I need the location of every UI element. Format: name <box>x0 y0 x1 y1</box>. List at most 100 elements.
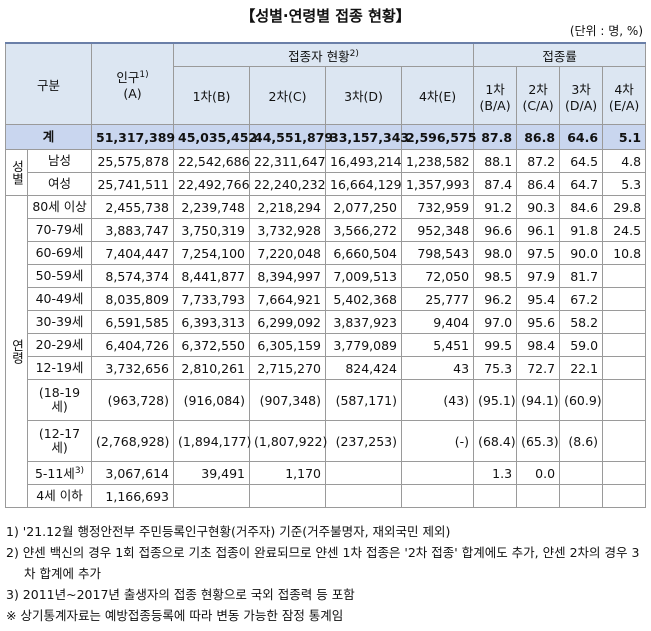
table-cell: 72.7 <box>516 356 561 380</box>
header-cell: 1차 (B/A) <box>473 66 518 125</box>
footnote: 2) 얀센 백신의 경우 1회 접종으로 기초 접종이 완료되므로 얀센 1차 … <box>6 545 640 581</box>
table-cell <box>325 461 403 485</box>
table-cell: 7,254,100 <box>173 241 251 265</box>
header-cell: 4차 (E/A) <box>602 66 647 125</box>
table-cell: 45,035,452 <box>173 124 257 150</box>
row-label: 여성 <box>26 172 93 196</box>
table-cell: 25,777 <box>401 287 475 311</box>
header-text: 인구 <box>116 70 140 85</box>
footnote: 1) '21.12월 행정안전부 주민등록인구현황(거주자) 기준(거주불명자,… <box>6 524 451 539</box>
table-body: 계 51,317,389 45,035,452 44,551,879 33,157,34… <box>4 124 647 508</box>
table-cell: 98.5 <box>473 264 518 288</box>
table-row: 30-39세 6,591,585 6,393,313 6,299,092 3,837,9… <box>6 310 647 334</box>
row-label-text: 70-79세 <box>35 222 84 237</box>
table-cell: 3,732,928 <box>249 218 327 242</box>
table-cell: 98.0 <box>473 241 518 265</box>
table-cell: (916,084) <box>173 379 251 421</box>
table-cell: 3,779,089 <box>325 333 403 357</box>
table-cell: 3,883,747 <box>91 218 175 242</box>
table-cell: 88.1 <box>473 149 518 173</box>
header-cell: 2차 (C/A) <box>516 66 561 125</box>
table-cell <box>602 484 647 508</box>
table-cell: (963,728) <box>91 379 175 421</box>
row-label: 4세 이하 <box>26 484 93 508</box>
table-cell: (8.6) <box>559 420 604 462</box>
table-cell: 824,424 <box>325 356 403 380</box>
header-text: (A) <box>123 86 142 101</box>
table-row: 4세 이하 1,166,693 <box>6 484 647 508</box>
table-cell: 97.5 <box>516 241 561 265</box>
table-cell: 7,664,921 <box>249 287 327 311</box>
footnote: 3) 2011년~2017년 출생자의 접종 현황으로 국외 접종력 등 포함 <box>6 587 355 602</box>
table-cell: 25,575,878 <box>91 149 175 173</box>
table-cell <box>602 310 647 334</box>
table-cell: 51,317,389 <box>91 124 175 150</box>
row-label-text: (18-19세) <box>38 385 81 414</box>
table-cell: 84.6 <box>559 195 604 219</box>
table-cell: 91.2 <box>473 195 518 219</box>
table-cell: 4.8 <box>602 149 647 173</box>
row-label: 80세 이상 <box>26 195 93 219</box>
header-cell: 접종률 <box>473 42 647 67</box>
row-label-text: 12-19세 <box>35 360 84 375</box>
table-cell: 22,542,686 <box>173 149 251 173</box>
table-cell: 1,166,693 <box>91 484 175 508</box>
footnotes: 1) '21.12월 행정안전부 주민등록인구현황(거주자) 기준(거주불명자,… <box>6 521 646 626</box>
table-row: 연령 80세 이상 2,455,738 2,239,748 2,218,294 2,077… <box>5 195 647 508</box>
table-cell: 5,451 <box>401 333 475 357</box>
table-cell: 8,035,809 <box>91 287 175 311</box>
row-label-text: 50-59세 <box>35 268 84 283</box>
header-text: 2차 <box>528 81 548 97</box>
row-label: 12-19세 <box>26 356 93 380</box>
row-label: 남성 <box>26 149 93 173</box>
footnote-mark: 3) <box>74 466 85 477</box>
table: 구분 인구1) (A) 접종자 현황2) 접종률 1차(B) 2차(C) 3차(D) 4… <box>4 42 647 508</box>
footnote: ※ 상기통계자료는 예방접종등록에 따라 변동 가능한 잠정 통계임 <box>6 608 344 623</box>
header-cell: 구분 <box>4 42 93 125</box>
header-text: (B/A) <box>479 97 511 113</box>
table-cell: 16,493,214 <box>325 149 403 173</box>
row-label-text: 4세 이하 <box>36 488 83 503</box>
table-cell: 72,050 <box>401 264 475 288</box>
row-label: 5-11세3) <box>26 461 93 485</box>
table-cell: 3,566,272 <box>325 218 403 242</box>
table-cell: 97.9 <box>516 264 561 288</box>
table-cell: 24.5 <box>602 218 647 242</box>
table-cell: 22,240,232 <box>249 172 327 196</box>
table-cell: 90.0 <box>559 241 604 265</box>
table-cell: 10.8 <box>602 241 647 265</box>
table-cell: 39,491 <box>173 461 251 485</box>
table-cell <box>602 461 647 485</box>
unit: (단위 : 명, %) <box>569 24 643 38</box>
header-text: 4차 <box>614 81 634 97</box>
table-cell: 2,596,575 <box>401 124 476 150</box>
row-label: 50-59세 <box>26 264 93 288</box>
table-cell: 3,750,319 <box>173 218 251 242</box>
table-header: 구분 인구1) (A) 접종자 현황2) 접종률 1차(B) 2차(C) 3차(D) 4… <box>4 42 647 125</box>
table-cell: 3,067,614 <box>91 461 175 485</box>
row-label: 60-69세 <box>26 241 93 265</box>
header-text: 3차 <box>571 81 591 97</box>
table-cell: 67.2 <box>559 287 604 311</box>
table-cell <box>602 420 647 462</box>
table-cell: 16,664,129 <box>325 172 403 196</box>
table-cell: 33,157,343 <box>325 124 409 150</box>
table-cell: 96.2 <box>473 287 518 311</box>
table-cell: 81.7 <box>559 264 604 288</box>
table-cell <box>173 484 251 508</box>
row-label-text: 남성 <box>48 153 72 168</box>
table-cell <box>473 484 518 508</box>
table-row: 5-11세3) 3,067,614 39,491 1,170 1.3 0.0 <box>6 461 647 485</box>
row-label: (18-19세) <box>26 379 93 421</box>
table-row: 12-19세 3,732,656 2,810,261 2,715,270 824,424… <box>6 356 647 380</box>
row-label: 30-39세 <box>26 310 93 334</box>
table-cell: 43 <box>401 356 475 380</box>
table-cell: 29.8 <box>602 195 647 219</box>
row-label: 40-49세 <box>26 287 93 311</box>
table-cell: 2,455,738 <box>91 195 175 219</box>
table-cell: 22,492,766 <box>173 172 251 196</box>
table-cell <box>602 264 647 288</box>
table-cell: 7,009,513 <box>325 264 403 288</box>
header-cell: 2차(C) <box>249 66 327 125</box>
table-cell: 9,404 <box>401 310 475 334</box>
